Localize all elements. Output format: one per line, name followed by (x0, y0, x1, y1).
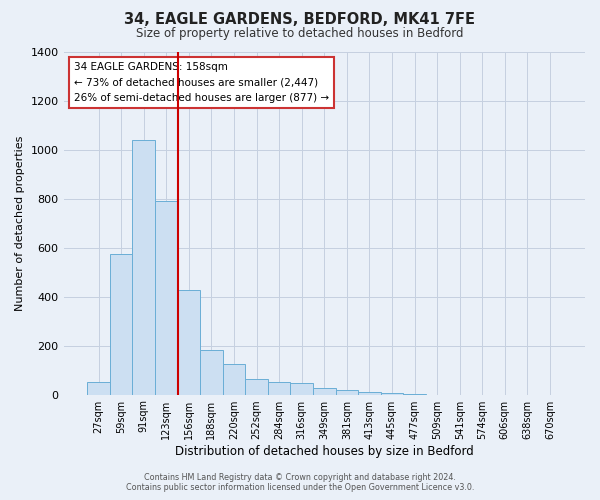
Bar (268, 382, 290, 394)
Bar (133, 140, 155, 394)
Bar (110, 254, 133, 394)
Bar (245, 378, 268, 394)
Bar (290, 383, 313, 394)
Bar (313, 388, 335, 394)
Bar (200, 350, 223, 395)
Text: Contains HM Land Registry data © Crown copyright and database right 2024.
Contai: Contains HM Land Registry data © Crown c… (126, 473, 474, 492)
Bar (223, 364, 245, 394)
Bar (335, 390, 358, 394)
Text: 34 EAGLE GARDENS: 158sqm
← 73% of detached houses are smaller (2,447)
26% of sem: 34 EAGLE GARDENS: 158sqm ← 73% of detach… (74, 62, 329, 103)
Text: 34, EAGLE GARDENS, BEDFORD, MK41 7FE: 34, EAGLE GARDENS, BEDFORD, MK41 7FE (125, 12, 476, 28)
Bar (155, 201, 178, 394)
Y-axis label: Number of detached properties: Number of detached properties (15, 136, 25, 310)
Bar (178, 290, 200, 395)
Bar (87, 382, 110, 394)
X-axis label: Distribution of detached houses by size in Bedford: Distribution of detached houses by size … (175, 444, 473, 458)
Text: Size of property relative to detached houses in Bedford: Size of property relative to detached ho… (136, 28, 464, 40)
Bar (358, 392, 381, 394)
